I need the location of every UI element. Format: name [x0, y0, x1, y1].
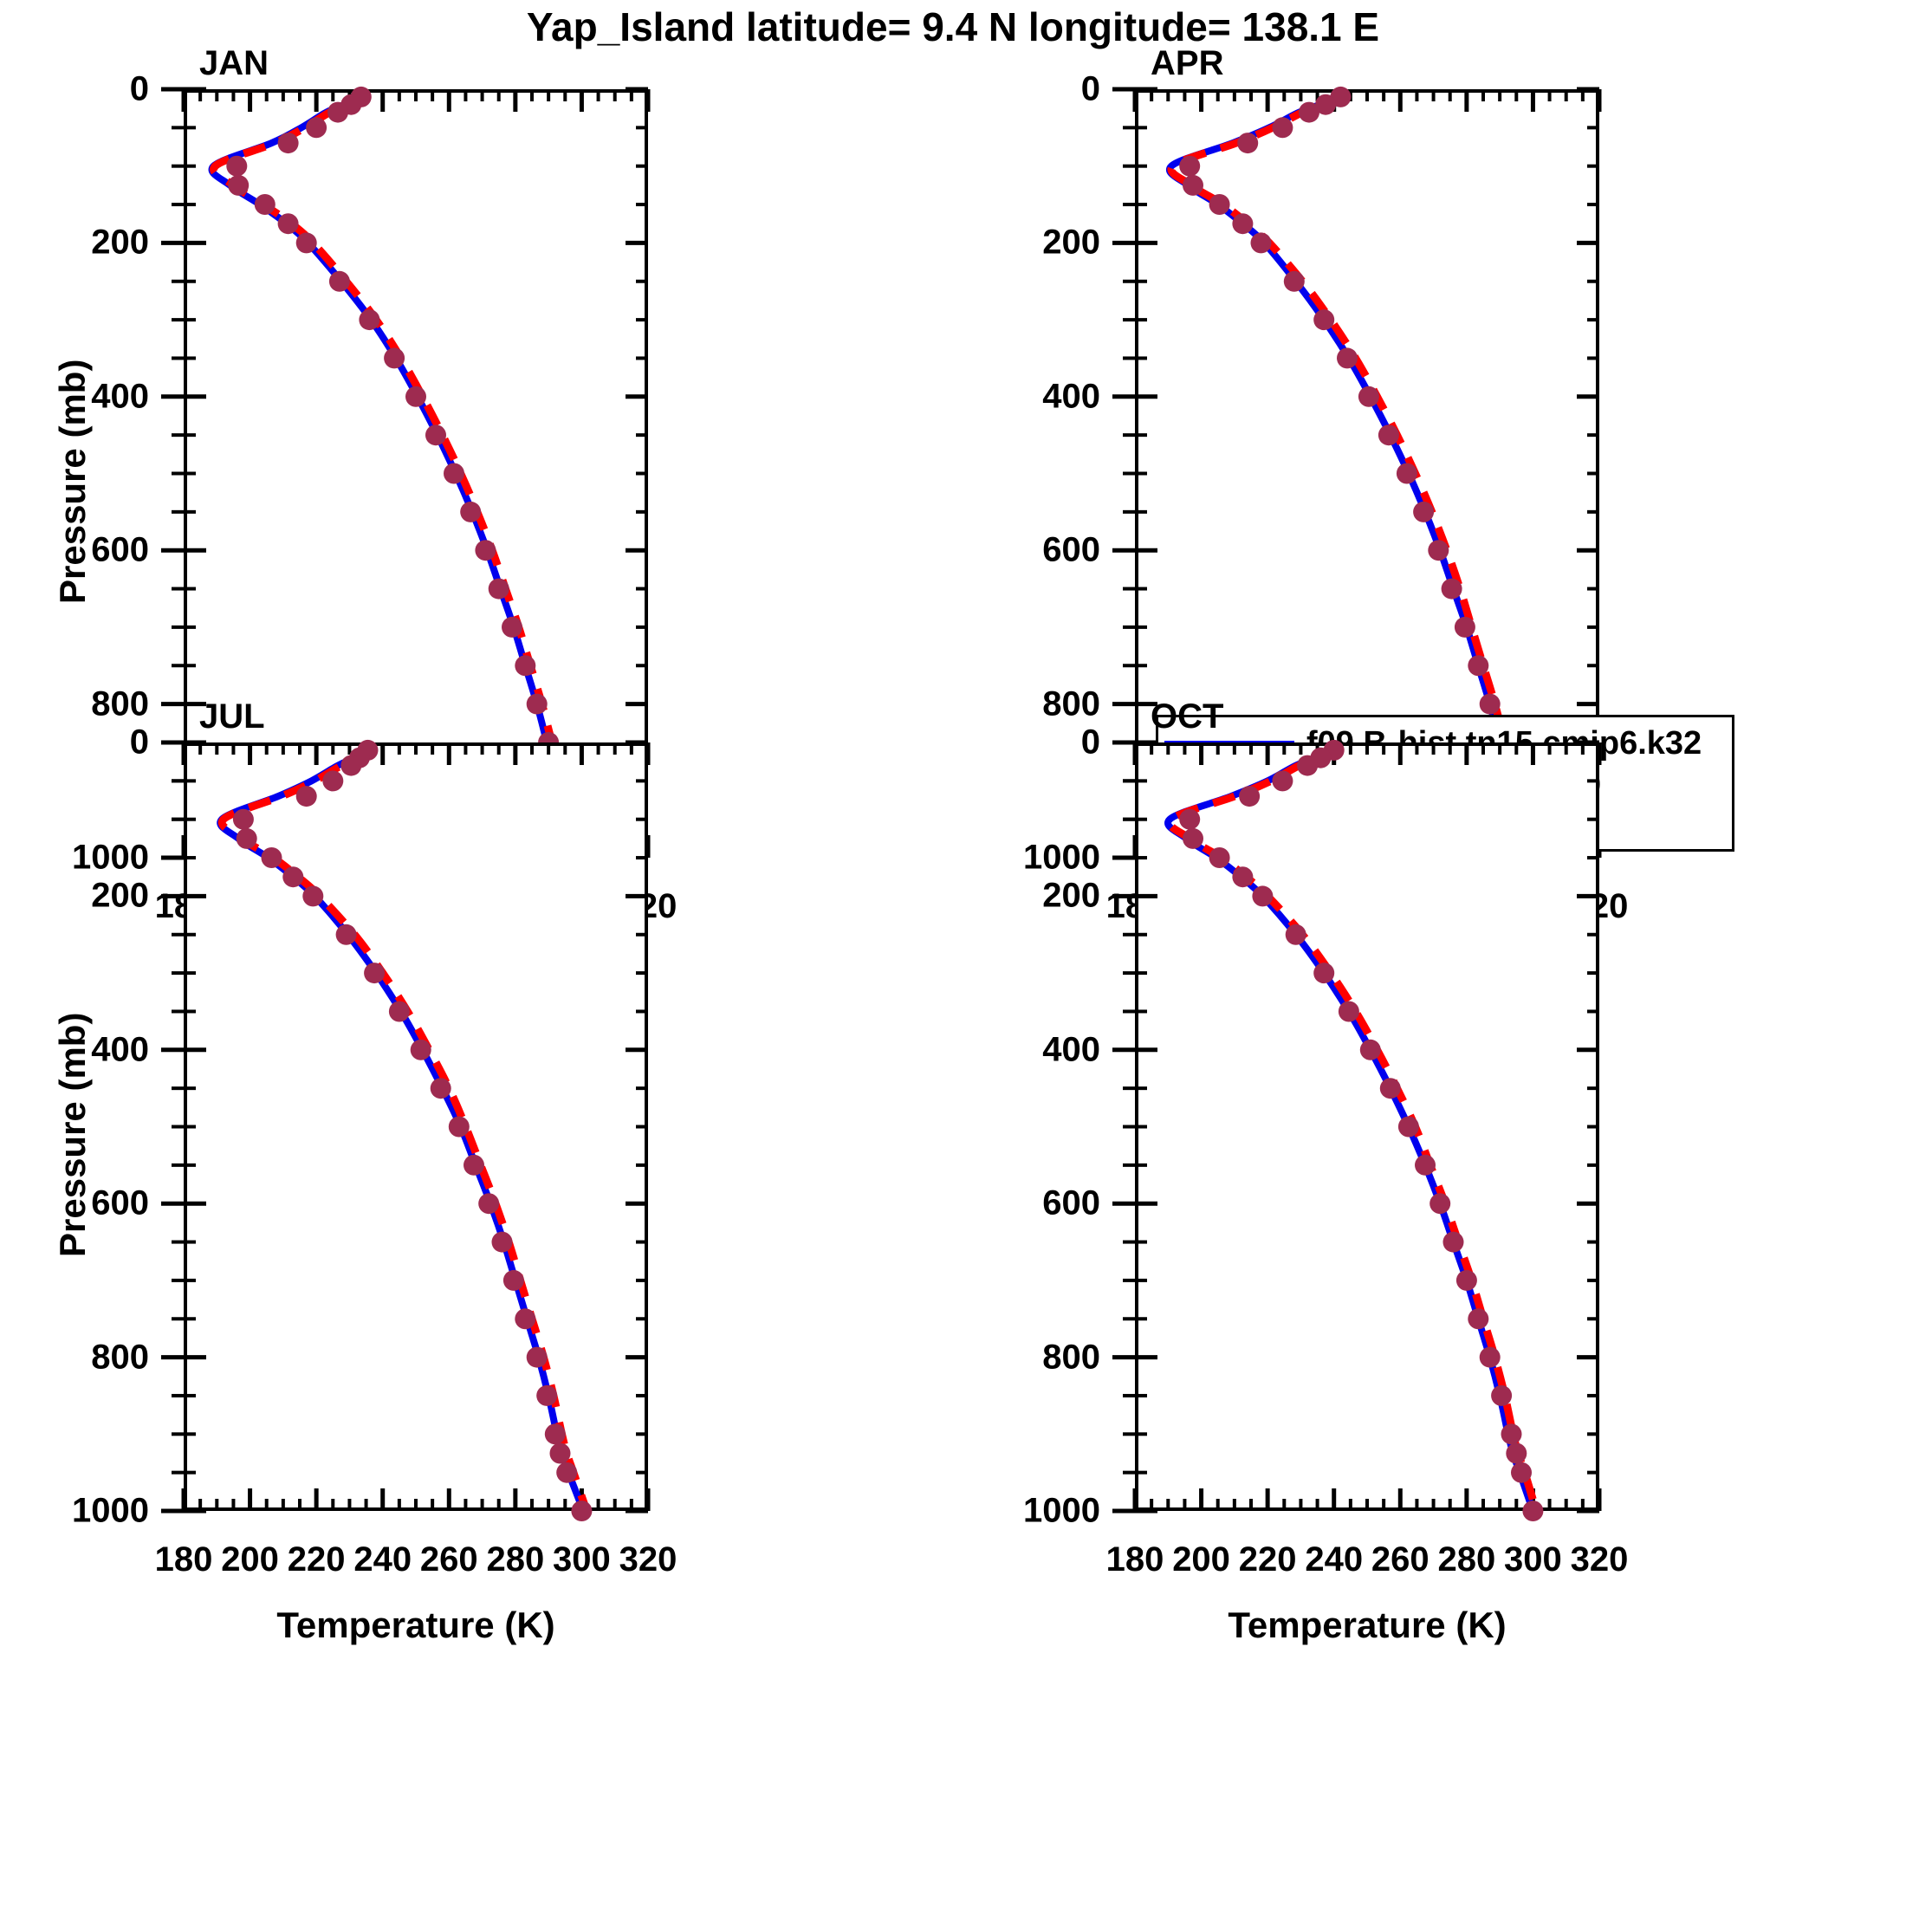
xtick-label: 280 — [1437, 1540, 1496, 1579]
xtick-label: 180 — [154, 1540, 213, 1579]
series-line-oct-ssp245 — [1165, 746, 1540, 1513]
xtick-label: 180 — [1105, 1540, 1164, 1579]
xtick-label: 320 — [1570, 887, 1629, 925]
ytick-label: 800 — [1042, 1338, 1100, 1377]
xtick-label: 220 — [1238, 1540, 1297, 1579]
xaxis-title: Temperature (K) — [1228, 1605, 1507, 1645]
legend-label: f09.B-hist.tn15.cmip6.k32 — [1306, 725, 1702, 762]
yaxis-title: Pressure (mb) — [52, 359, 93, 604]
xaxis-title: Temperature (K) — [276, 951, 555, 992]
xtick-label: 260 — [1371, 1540, 1430, 1579]
page-title: Yap_Island latitude= 9.4 N longitude= 13… — [526, 4, 1380, 49]
series-line-oct-hist — [1164, 747, 1537, 1513]
legend-entry-1: f09.B-SSP245.ss20 — [1164, 767, 1601, 804]
legend-marker-circle-icon — [1164, 814, 1294, 840]
xtick-label: 180 — [1105, 887, 1164, 925]
legend-dashed-line-icon — [1164, 773, 1294, 799]
xtick-label: 220 — [287, 887, 346, 925]
ytick-label: 200 — [91, 876, 149, 915]
series-line-jan-hist — [208, 94, 586, 859]
ytick-label: 600 — [91, 1183, 149, 1222]
ytick-label: 400 — [1042, 377, 1100, 416]
ytick-label: 800 — [1042, 684, 1100, 723]
legend-label: raobs — [1306, 808, 1397, 845]
xtick-label: 200 — [221, 1540, 279, 1579]
plot-frame-jan — [184, 89, 648, 858]
xtick-label: 240 — [1305, 1540, 1364, 1579]
ytick-label: 0 — [1080, 69, 1100, 108]
ytick-label: 200 — [1042, 876, 1100, 915]
xtick-label: 260 — [419, 887, 478, 925]
panel-title-jul: JUL — [199, 697, 265, 736]
ytick-label: 1000 — [72, 1491, 149, 1530]
series-line-apr-ssp245 — [1167, 93, 1542, 859]
ytick-label: 400 — [1042, 1030, 1100, 1069]
series-line-jul-hist — [217, 747, 587, 1513]
ytick-label: 800 — [91, 1338, 149, 1377]
ytick-label: 800 — [91, 684, 149, 723]
series-markers-oct-raobs — [1179, 739, 1544, 1521]
yaxis-title: Pressure (mb) — [52, 1012, 93, 1257]
ytick-label: 400 — [91, 1030, 149, 1069]
ytick-label: 1000 — [1023, 838, 1100, 877]
series-markers-jan-raobs — [226, 86, 591, 868]
plot-frame-apr — [1135, 89, 1599, 858]
ytick-label: 200 — [1042, 223, 1100, 262]
xtick-label: 300 — [1504, 1540, 1562, 1579]
ytick-label: 600 — [1042, 1183, 1100, 1222]
panel-title-oct: OCT — [1151, 697, 1224, 736]
xtick-label: 280 — [486, 887, 545, 925]
xtick-label: 240 — [1305, 887, 1364, 925]
xtick-label: 320 — [1570, 1540, 1629, 1579]
legend-label: f09.B-SSP245.ss20 — [1306, 767, 1602, 803]
xtick-label: 320 — [619, 1540, 677, 1579]
xtick-label: 180 — [154, 887, 213, 925]
xtick-label: 320 — [619, 887, 677, 925]
xtick-label: 260 — [1371, 887, 1430, 925]
series-markers-apr-raobs — [1179, 86, 1544, 868]
series-line-apr-hist — [1166, 94, 1539, 859]
legend — [1156, 715, 1734, 852]
xtick-label: 220 — [1238, 887, 1297, 925]
xtick-label: 200 — [1172, 887, 1230, 925]
xtick-label: 220 — [287, 1540, 346, 1579]
series-line-jul-ssp245 — [217, 746, 591, 1513]
xaxis-title: Temperature (K) — [276, 1605, 555, 1645]
xtick-label: 260 — [419, 1540, 478, 1579]
ytick-label: 1000 — [1023, 1491, 1100, 1530]
ytick-label: 1000 — [72, 838, 149, 877]
xtick-label: 240 — [353, 887, 412, 925]
plot-frame-oct — [1135, 742, 1599, 1511]
xtick-label: 300 — [553, 1540, 611, 1579]
ytick-label: 200 — [91, 223, 149, 262]
ytick-label: 0 — [129, 69, 149, 108]
xaxis-title: Temperature (K) — [1228, 951, 1507, 992]
legend-entry-2: raobs — [1164, 808, 1396, 846]
xtick-label: 200 — [221, 887, 279, 925]
ytick-label: 600 — [1042, 530, 1100, 569]
ytick-label: 600 — [91, 530, 149, 569]
legend-solid-line-icon — [1164, 731, 1294, 757]
ytick-label: 0 — [129, 723, 149, 762]
xtick-label: 300 — [553, 887, 611, 925]
series-line-jan-ssp245 — [210, 93, 589, 859]
xtick-label: 280 — [1437, 887, 1496, 925]
xtick-label: 240 — [353, 1540, 412, 1579]
ytick-label: 400 — [91, 377, 149, 416]
legend-entry-0: f09.B-hist.tn15.cmip6.k32 — [1164, 725, 1702, 762]
series-markers-jul-raobs — [232, 739, 593, 1521]
plot-frame-jul — [184, 742, 648, 1511]
xtick-label: 200 — [1172, 1540, 1230, 1579]
ytick-label: 0 — [1080, 723, 1100, 762]
xtick-label: 280 — [486, 1540, 545, 1579]
xtick-label: 300 — [1504, 887, 1562, 925]
